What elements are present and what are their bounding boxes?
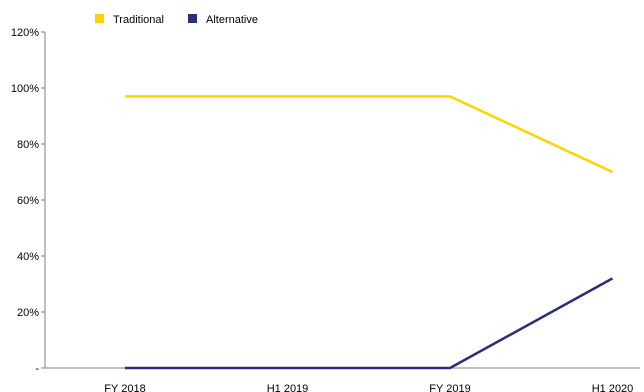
y-tick-label: - <box>35 363 39 375</box>
series-lines <box>125 95 614 370</box>
x-tick-label: H1 2020 <box>592 383 634 392</box>
y-tick-label: 40% <box>17 251 39 263</box>
legend-swatch-traditional <box>95 14 104 23</box>
y-tick-label: 20% <box>17 307 39 319</box>
legend-label-alternative: Alternative <box>206 14 258 26</box>
y-tick-label: 80% <box>17 139 39 151</box>
legend-swatch-alternative <box>188 14 197 23</box>
legend-label-traditional: Traditional <box>113 14 164 26</box>
x-tick-label: H1 2019 <box>267 383 309 392</box>
y-tick-label: 60% <box>17 195 39 207</box>
series-line-traditional <box>125 95 614 174</box>
x-tick-label: FY 2019 <box>429 383 470 392</box>
x-tick-label: FY 2018 <box>104 383 145 392</box>
legend: Traditional Alternative <box>95 14 258 26</box>
series-line-alternative <box>125 277 614 370</box>
y-axis: 120% 100% 80% 60% 40% 20% - <box>11 27 46 375</box>
x-axis: FY 2018 H1 2019 FY 2019 H1 2020 <box>45 367 640 392</box>
y-tick-label: 120% <box>11 27 39 39</box>
y-tick-label: 100% <box>11 83 39 95</box>
